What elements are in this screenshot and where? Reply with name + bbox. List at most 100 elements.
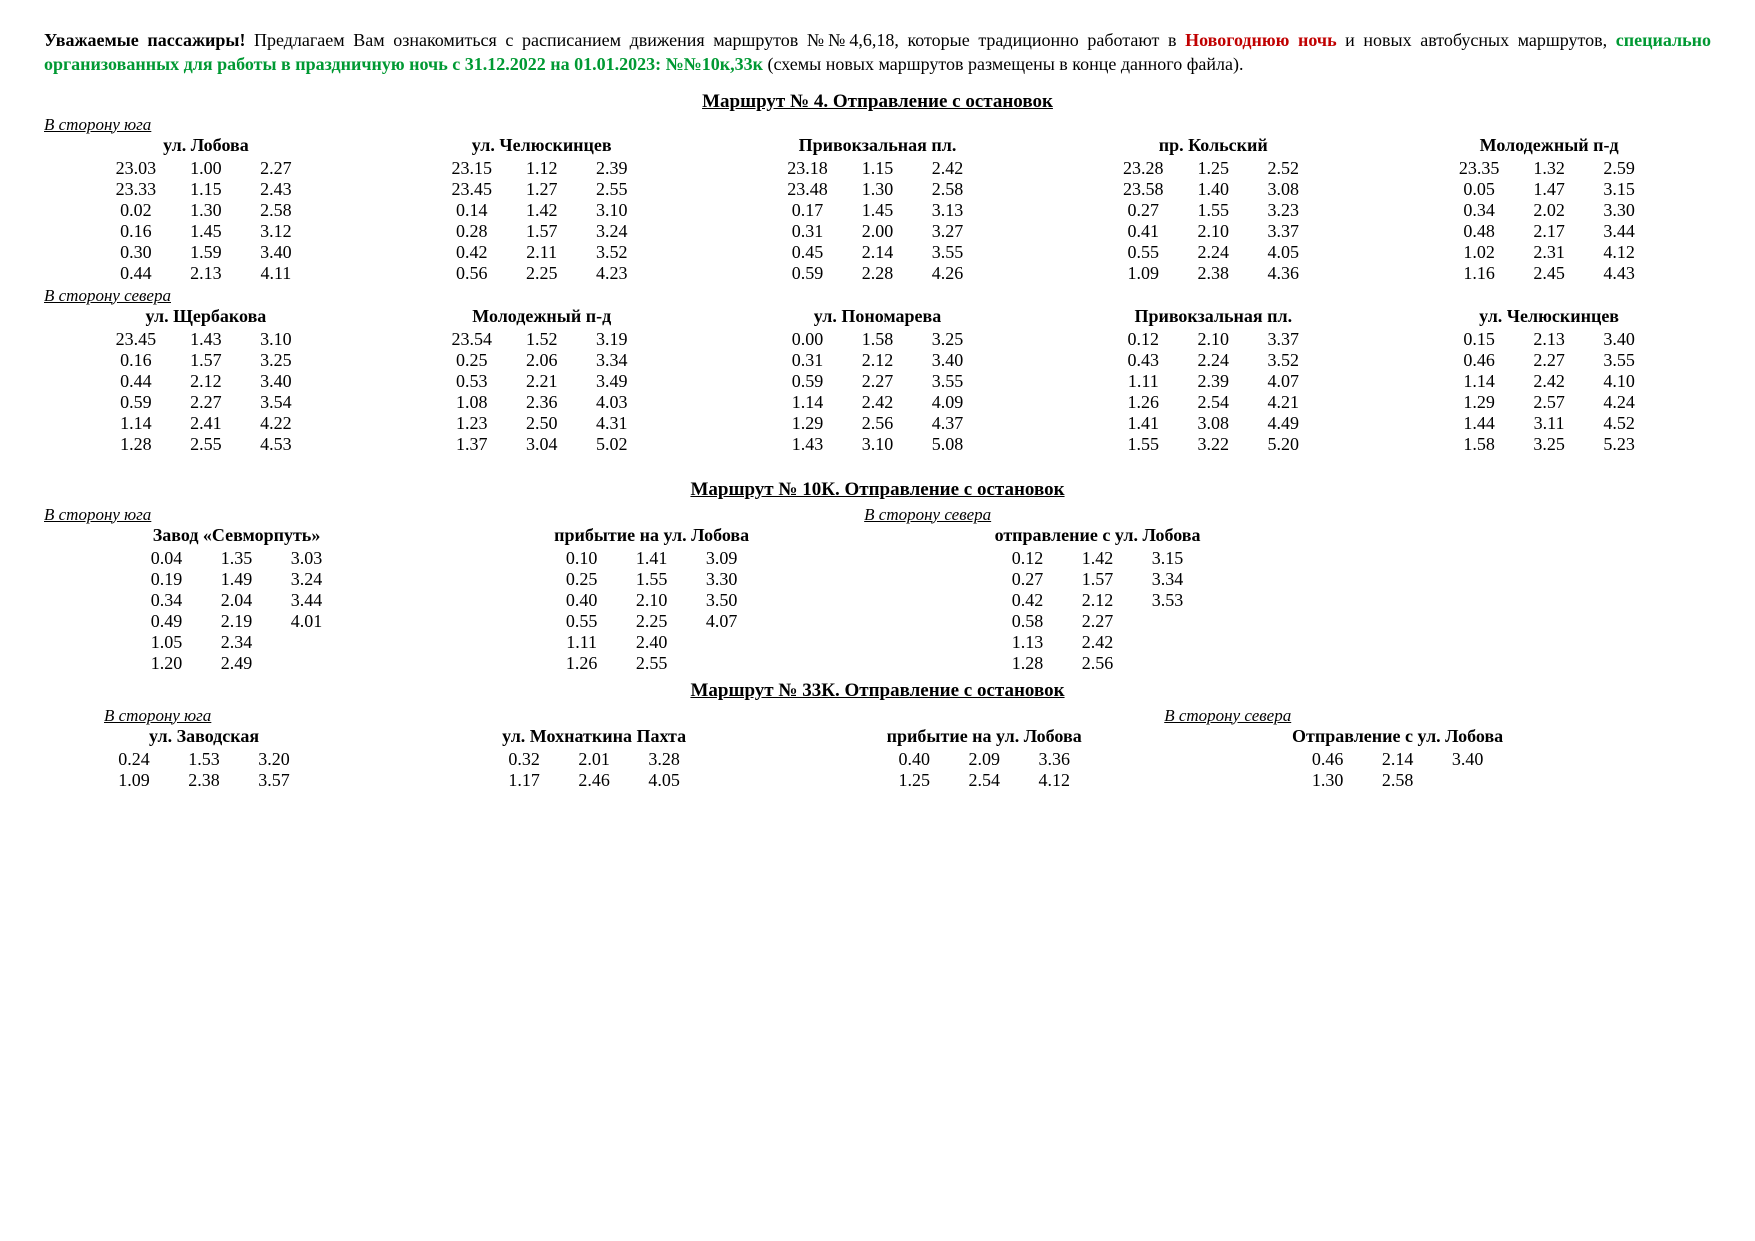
stop-name: ул. Челюскинцев — [380, 135, 704, 156]
time-cell: 23.18 — [777, 158, 837, 179]
route33k-north-row: Отправление с ул. Лобова0.462.143.401.30… — [1164, 726, 1631, 791]
time-cell: 2.56 — [1068, 653, 1128, 674]
time-cell: 4.26 — [917, 263, 977, 284]
time-cell: 3.27 — [917, 221, 977, 242]
time-cell: 2.57 — [1519, 392, 1579, 413]
time-grid: 0.001.583.250.312.123.400.592.273.551.14… — [777, 329, 977, 455]
time-cell: 3.40 — [246, 242, 306, 263]
route33k-south-row: ул. Заводская0.241.533.201.092.383.57ул.… — [44, 726, 1144, 791]
time-cell — [692, 632, 752, 653]
time-cell: 0.05 — [1449, 179, 1509, 200]
time-cell: 1.42 — [1068, 548, 1128, 569]
time-cell: 1.28 — [106, 434, 166, 455]
stop-name: Молодежный п-д — [1387, 135, 1711, 156]
time-cell: 2.24 — [1183, 242, 1243, 263]
time-cell: 1.15 — [847, 158, 907, 179]
time-cell: 0.27 — [998, 569, 1058, 590]
route10k-south-row: Завод «Севморпуть»0.041.353.030.191.493.… — [44, 525, 844, 674]
time-cell — [1138, 632, 1198, 653]
time-cell: 3.34 — [582, 350, 642, 371]
time-cell: 3.36 — [1024, 749, 1084, 770]
time-grid: 23.451.433.100.161.573.250.442.123.400.5… — [106, 329, 306, 455]
time-cell: 0.42 — [442, 242, 502, 263]
time-cell: 4.49 — [1253, 413, 1313, 434]
time-cell: 2.10 — [1183, 329, 1243, 350]
time-cell: 2.09 — [954, 749, 1014, 770]
time-cell: 1.41 — [622, 548, 682, 569]
time-cell: 3.22 — [1183, 434, 1243, 455]
time-cell: 1.17 — [494, 770, 554, 791]
time-cell: 0.31 — [777, 350, 837, 371]
time-cell: 0.19 — [137, 569, 197, 590]
time-cell: 0.49 — [137, 611, 197, 632]
time-cell: 1.16 — [1449, 263, 1509, 284]
time-cell: 0.24 — [104, 749, 164, 770]
time-cell: 4.12 — [1024, 770, 1084, 791]
route4-south-row: ул. Лобова23.031.002.2723.331.152.430.02… — [44, 135, 1711, 284]
time-cell: 3.13 — [917, 200, 977, 221]
time-cell: 1.43 — [176, 329, 236, 350]
time-cell: 23.45 — [106, 329, 166, 350]
time-cell: 1.53 — [174, 749, 234, 770]
time-cell: 23.48 — [777, 179, 837, 200]
time-cell: 3.49 — [582, 371, 642, 392]
time-cell: 2.40 — [622, 632, 682, 653]
stop-name: ул. Лобова — [44, 135, 368, 156]
time-cell: 3.10 — [847, 434, 907, 455]
time-cell: 5.02 — [582, 434, 642, 455]
stop-block: прибытие на ул. Лобова0.101.413.090.251.… — [459, 525, 844, 674]
time-cell: 3.23 — [1253, 200, 1313, 221]
time-cell: 1.26 — [552, 653, 612, 674]
time-cell: 1.49 — [207, 569, 267, 590]
time-cell: 2.58 — [917, 179, 977, 200]
time-cell: 0.16 — [106, 350, 166, 371]
stop-name: ул. Щербакова — [44, 306, 368, 327]
time-cell: 0.48 — [1449, 221, 1509, 242]
time-cell: 1.47 — [1519, 179, 1579, 200]
time-cell: 4.07 — [1253, 371, 1313, 392]
time-cell: 5.23 — [1589, 434, 1649, 455]
time-cell: 2.58 — [246, 200, 306, 221]
time-cell: 2.58 — [1368, 770, 1428, 791]
time-cell: 23.54 — [442, 329, 502, 350]
time-cell: 23.15 — [442, 158, 502, 179]
time-cell: 1.09 — [104, 770, 164, 791]
time-cell: 2.27 — [1519, 350, 1579, 371]
time-cell: 0.55 — [1113, 242, 1173, 263]
time-cell: 3.12 — [246, 221, 306, 242]
stop-block: Привокзальная пл.0.122.103.370.432.243.5… — [1051, 306, 1375, 455]
stop-block: ул. Мохнаткина Пахта0.322.013.281.172.46… — [434, 726, 754, 791]
time-cell: 2.27 — [246, 158, 306, 179]
stop-block: Привокзальная пл.23.181.152.4223.481.302… — [716, 135, 1040, 284]
time-cell — [1138, 611, 1198, 632]
time-cell: 0.43 — [1113, 350, 1173, 371]
time-cell: 2.42 — [1068, 632, 1128, 653]
time-cell: 3.52 — [582, 242, 642, 263]
time-cell: 2.12 — [176, 371, 236, 392]
time-cell: 3.30 — [1589, 200, 1649, 221]
time-cell: 3.34 — [1138, 569, 1198, 590]
time-cell: 4.53 — [246, 434, 306, 455]
time-cell: 3.20 — [244, 749, 304, 770]
time-cell: 1.42 — [512, 200, 572, 221]
time-cell: 2.14 — [1368, 749, 1428, 770]
time-cell: 2.52 — [1253, 158, 1313, 179]
time-cell: 0.53 — [442, 371, 502, 392]
time-cell: 4.22 — [246, 413, 306, 434]
time-cell: 3.40 — [246, 371, 306, 392]
time-cell: 23.33 — [106, 179, 166, 200]
time-cell: 4.31 — [582, 413, 642, 434]
time-cell: 1.14 — [1449, 371, 1509, 392]
time-cell: 0.12 — [1113, 329, 1173, 350]
time-cell: 2.43 — [246, 179, 306, 200]
time-cell: 2.45 — [1519, 263, 1579, 284]
time-cell: 2.42 — [847, 392, 907, 413]
time-cell: 2.06 — [512, 350, 572, 371]
time-cell: 0.16 — [106, 221, 166, 242]
time-cell: 1.20 — [137, 653, 197, 674]
time-grid: 0.041.353.030.191.493.240.342.043.440.49… — [137, 548, 337, 674]
time-cell: 1.55 — [1113, 434, 1173, 455]
time-cell: 0.17 — [777, 200, 837, 221]
time-cell: 3.25 — [917, 329, 977, 350]
time-cell: 0.58 — [998, 611, 1058, 632]
